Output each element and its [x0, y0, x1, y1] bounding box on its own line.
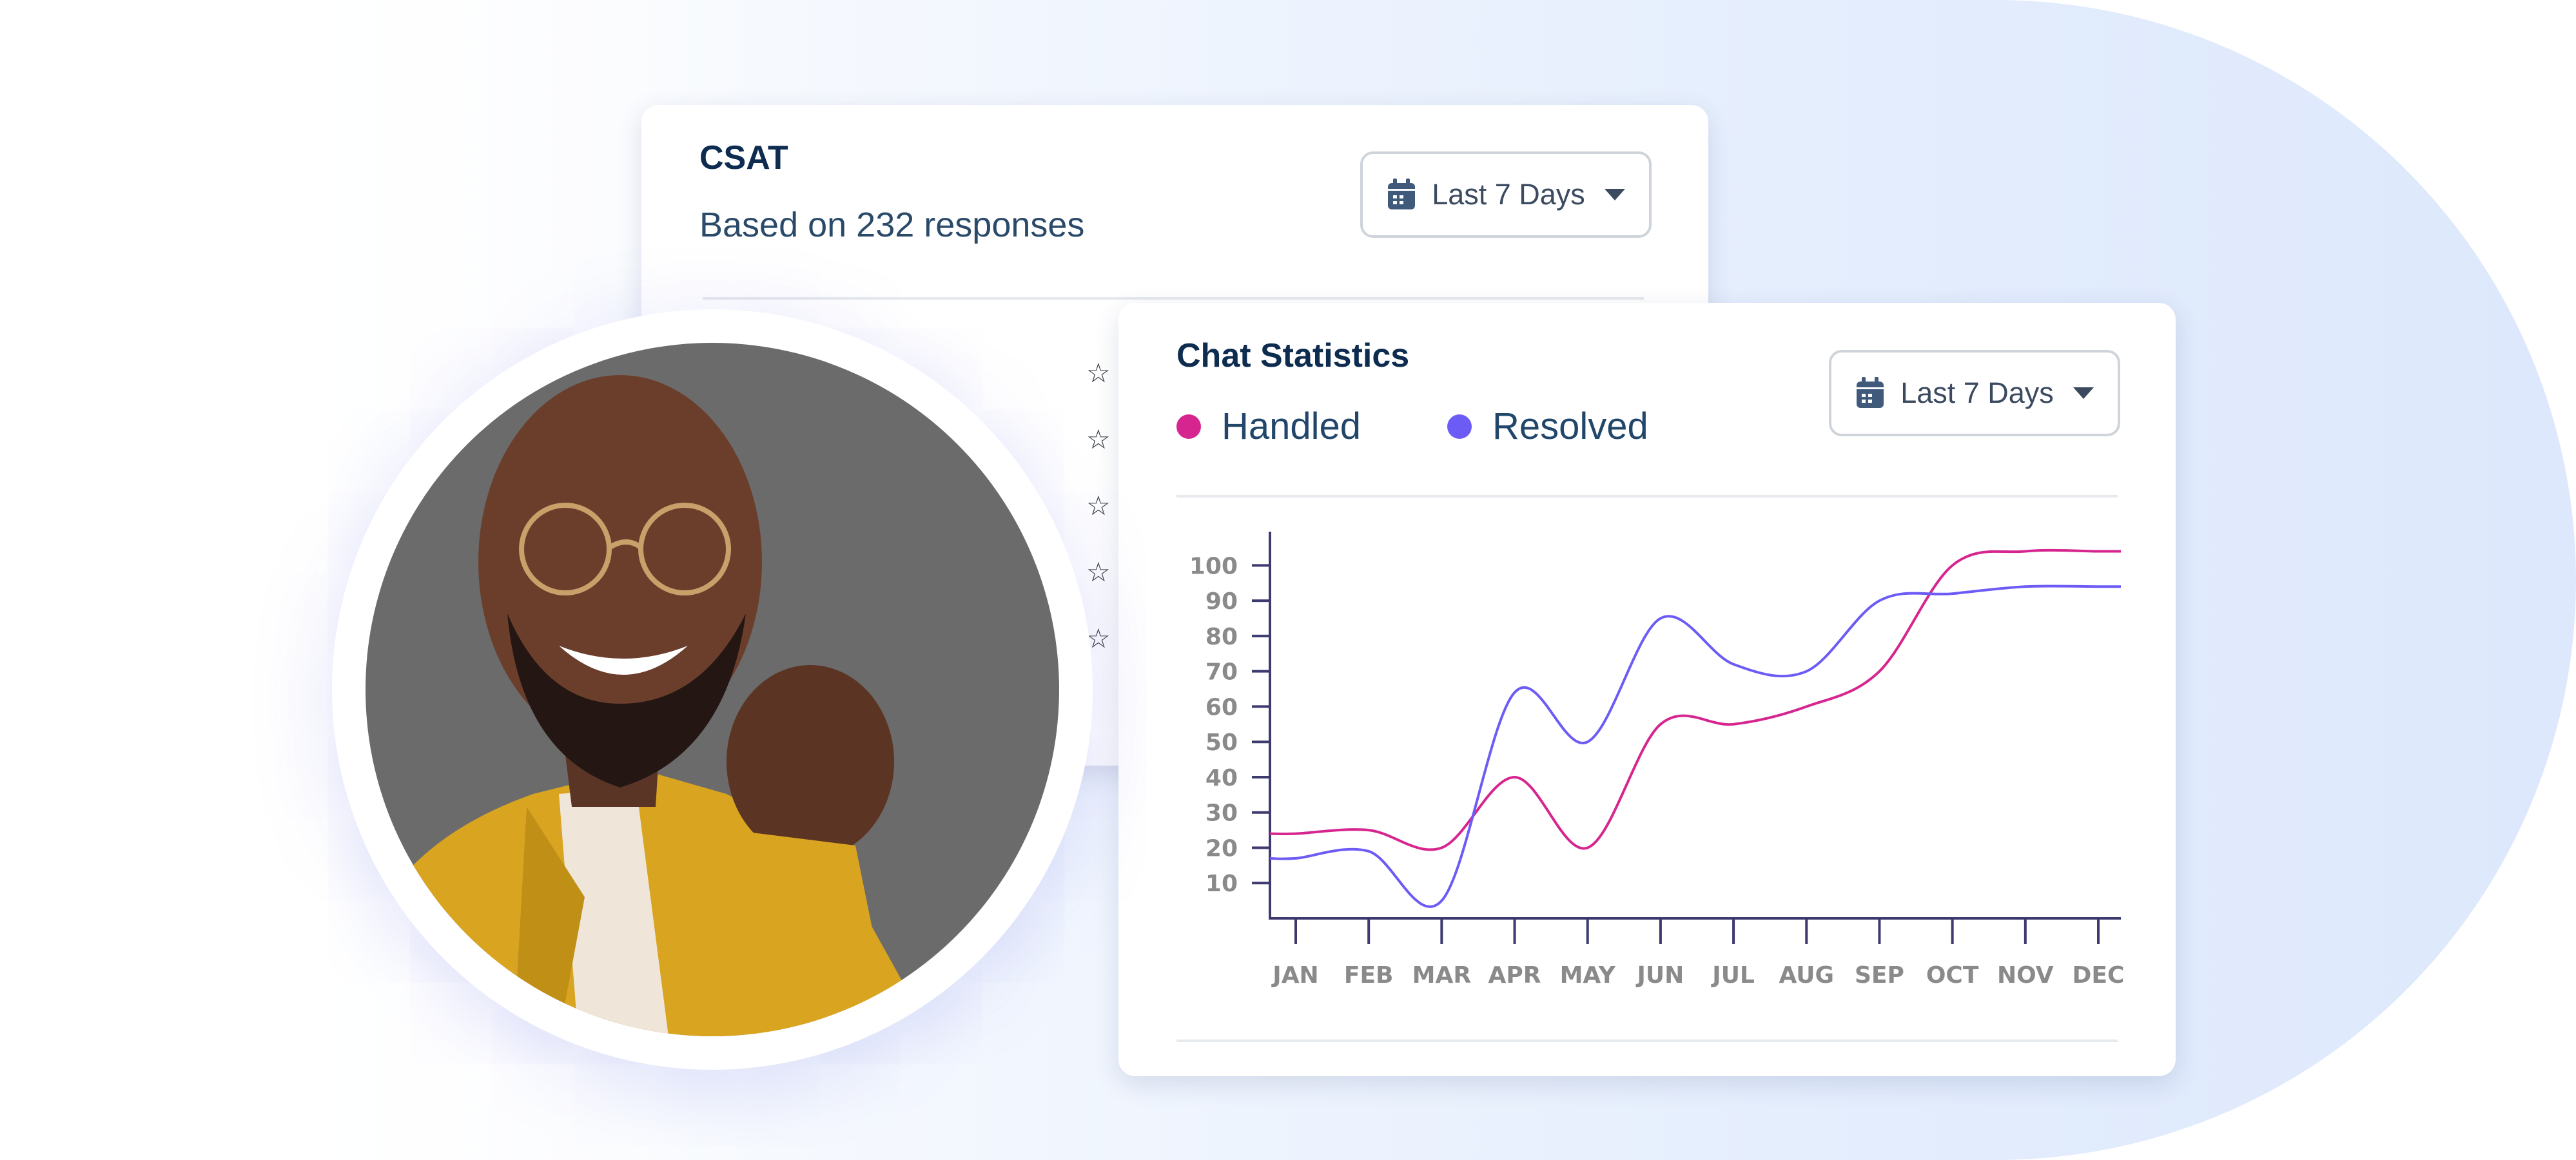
- x-tick-label: MAR: [1412, 962, 1471, 989]
- x-tick-label: JAN: [1271, 962, 1318, 989]
- y-tick-label: 20: [1205, 835, 1238, 862]
- chat-statistics-title: Chat Statistics: [1176, 337, 1410, 374]
- star-icon: ☆: [1086, 358, 1111, 388]
- y-tick-label: 30: [1205, 800, 1238, 827]
- chevron-down-icon: [2073, 387, 2094, 399]
- legend-item-resolved: Resolved: [1447, 405, 1648, 448]
- chevron-down-icon: [1604, 189, 1625, 200]
- chat-footer-divider: [1176, 1039, 2118, 1042]
- x-tick-label: DEC: [2073, 962, 2125, 989]
- csat-title: CSAT: [699, 139, 788, 177]
- x-tick-label: FEB: [1344, 962, 1394, 989]
- legend-label-resolved: Resolved: [1492, 405, 1648, 447]
- x-tick-label: JUL: [1710, 962, 1755, 989]
- csat-divider: [703, 297, 1644, 300]
- chat-period-dropdown[interactable]: Last 7 Days: [1829, 350, 2120, 436]
- y-tick-label: 100: [1189, 553, 1238, 579]
- series-line-resolved: [1269, 585, 2121, 908]
- x-tick-label: JUN: [1635, 962, 1684, 989]
- legend-label-handled: Handled: [1222, 405, 1361, 447]
- person-photo: [366, 375, 933, 1036]
- csat-period-dropdown[interactable]: Last 7 Days: [1360, 151, 1652, 238]
- x-tick-label: OCT: [1926, 962, 1979, 989]
- chat-period-label: Last 7 Days: [1900, 376, 2054, 409]
- y-tick-label: 60: [1205, 694, 1238, 720]
- y-tick-label: 80: [1205, 624, 1238, 650]
- calendar-icon: [1388, 179, 1416, 209]
- calendar-icon: [1857, 377, 1884, 408]
- series-line-handled: [1269, 548, 2121, 851]
- y-tick-label: 90: [1205, 588, 1238, 615]
- x-tick-label: NOV: [1997, 962, 2054, 989]
- star-icon: ☆: [1086, 490, 1111, 521]
- star-icon: ☆: [1086, 557, 1111, 587]
- legend-swatch-resolved: [1447, 414, 1472, 439]
- y-tick-label: 40: [1205, 765, 1238, 791]
- x-tick-label: MAY: [1560, 962, 1616, 989]
- x-tick-label: AUG: [1779, 962, 1834, 989]
- chat-statistics-card: Chat Statistics Handled Resolved Last 7 …: [1118, 303, 2176, 1076]
- avatar: [332, 309, 1093, 1070]
- x-tick-label: APR: [1488, 962, 1541, 989]
- chat-header-divider: [1176, 495, 2118, 498]
- line-chart: 10 20 30 40 50 60 70 80 90 100 JAN FEB MAR APR MAY JUN J…: [1189, 532, 2125, 989]
- y-tick-label: 70: [1205, 659, 1238, 686]
- csat-subtitle: Based on 232 responses: [699, 206, 1085, 244]
- csat-period-label: Last 7 Days: [1432, 178, 1585, 211]
- legend-item-handled: Handled: [1176, 405, 1361, 448]
- star-icon: ☆: [1086, 424, 1111, 454]
- y-tick-label: 10: [1205, 871, 1238, 897]
- x-tick-label: SEP: [1855, 962, 1904, 989]
- avatar-photo: [366, 343, 1059, 1036]
- y-tick-label: 50: [1205, 730, 1238, 756]
- legend-swatch-handled: [1176, 414, 1201, 439]
